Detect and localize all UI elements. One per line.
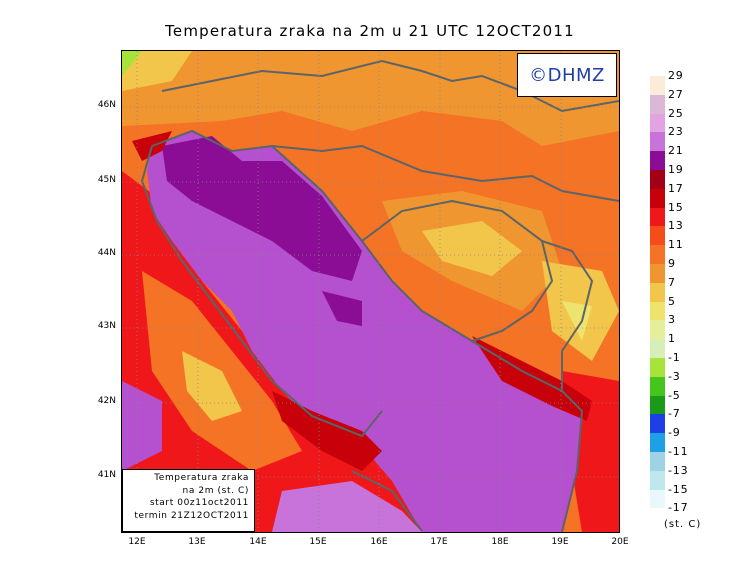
coast-band xyxy=(472,336,592,421)
legend-swatch xyxy=(650,433,665,452)
legend-swatch xyxy=(650,151,665,170)
legend-label: -15 xyxy=(668,482,689,496)
legend-swatch xyxy=(650,226,665,246)
lon-label-12: 12E xyxy=(128,537,146,547)
legend-swatch xyxy=(650,301,665,321)
legend-swatch xyxy=(650,282,665,302)
legend-label: -9 xyxy=(668,426,681,440)
legend-swatch xyxy=(650,395,665,415)
lat-label-44: 44N xyxy=(97,248,116,258)
legend-swatch xyxy=(650,76,665,95)
legend-label: 9 xyxy=(668,257,676,270)
temperature-map: ©DHMZ Temperatura zraka na 2m (st. C) st… xyxy=(121,50,620,533)
legend-swatch xyxy=(650,264,665,283)
borders xyxy=(140,59,619,532)
page-title: Temperatura zraka na 2m u 21 UTC 12OCT20… xyxy=(165,22,575,40)
north-adriatic xyxy=(162,136,362,281)
lon-label-17: 17E xyxy=(430,537,448,547)
legend-label: 5 xyxy=(668,294,676,308)
legend-swatch xyxy=(650,188,665,208)
legend-label: -17 xyxy=(668,501,689,515)
legend-swatch xyxy=(650,245,665,264)
lat-label-42: 42N xyxy=(97,396,116,406)
info-box: Temperatura zraka na 2m (st. C) start 00… xyxy=(122,469,255,532)
legend-swatch xyxy=(650,358,665,377)
legend-label: 29 xyxy=(668,69,684,82)
lon-label-19: 19E xyxy=(551,537,569,547)
legend-swatch xyxy=(650,113,665,133)
legend-label: -13 xyxy=(668,463,689,477)
legend-label: 15 xyxy=(668,200,684,214)
legend-label: -1 xyxy=(668,351,681,364)
legend-label: 17 xyxy=(668,181,684,195)
info-line-3: start 00z11oct2011 xyxy=(149,498,249,508)
legend-swatch xyxy=(650,207,665,227)
legend-swatch xyxy=(650,489,665,509)
legend-label: -7 xyxy=(668,407,681,421)
info-line-2: na 2m (st. C) xyxy=(182,485,249,496)
legend-label: 13 xyxy=(668,219,684,233)
lon-label-18: 18E xyxy=(491,537,509,547)
legend-label: -3 xyxy=(668,369,681,383)
lon-label-13: 13E xyxy=(188,537,206,547)
legend-label: 21 xyxy=(668,144,684,158)
legend-label: 7 xyxy=(668,275,676,289)
lat-label-46: 46N xyxy=(97,100,116,110)
lon-label-16: 16E xyxy=(370,537,388,547)
legend-swatch xyxy=(650,414,665,434)
lat-label-41: 41N xyxy=(97,470,116,480)
legend-swatch xyxy=(650,132,665,152)
legend-swatch xyxy=(650,339,665,358)
map-canvas xyxy=(122,51,619,532)
lon-label-20: 20E xyxy=(611,537,629,547)
legend-unit: (st. C) xyxy=(664,519,702,530)
legend-swatch xyxy=(650,470,665,490)
lat-label-43: 43N xyxy=(97,321,116,331)
legend-swatch xyxy=(650,376,665,396)
info-line-4: termin 21Z12OCT2011 xyxy=(134,510,249,521)
legend-swatch xyxy=(650,452,665,471)
lon-label-15: 15E xyxy=(309,537,327,547)
lon-label-14: 14E xyxy=(249,537,267,547)
legend-swatch xyxy=(650,94,665,114)
legend-label: 11 xyxy=(668,238,684,252)
graticule xyxy=(122,51,619,532)
lat-label-45: 45N xyxy=(97,175,116,185)
legend-swatch xyxy=(650,320,665,340)
legend-label: 3 xyxy=(668,313,676,327)
legend-label: -11 xyxy=(668,445,689,458)
legend-label: 19 xyxy=(668,163,684,176)
legend-swatch xyxy=(650,170,665,189)
legend-label: 23 xyxy=(668,125,684,139)
info-line-1: Temperatura zraka xyxy=(154,473,249,483)
legend-label: -5 xyxy=(668,388,681,402)
dhmz-logo: ©DHMZ xyxy=(517,53,617,97)
legend-label: 25 xyxy=(668,106,684,120)
legend-label: 1 xyxy=(668,332,676,346)
legend-label: 27 xyxy=(668,87,684,101)
